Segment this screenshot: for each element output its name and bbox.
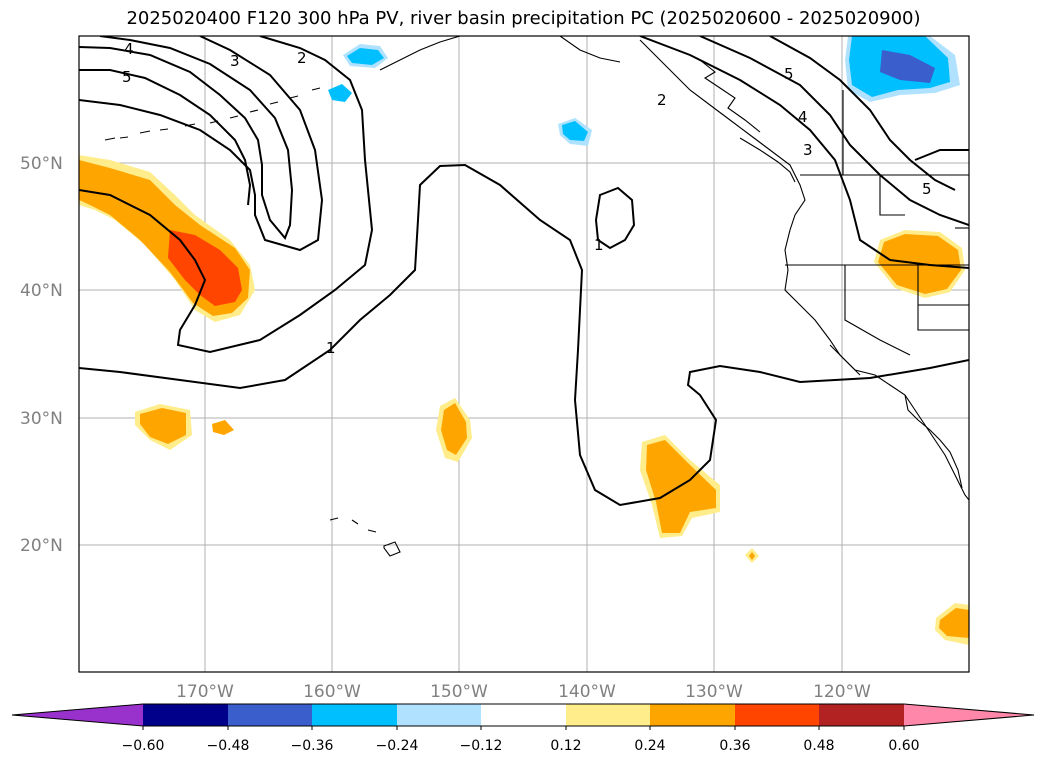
colorbar-tick-label: −0.24	[376, 738, 419, 754]
precip-aleutian-neg	[328, 84, 352, 102]
precip-alaska-neg-mid	[347, 48, 384, 65]
latitude-labels: 50°N 40°N 30°N 20°N	[20, 154, 63, 556]
colorbar-tick-label: −0.12	[460, 738, 503, 754]
colorbar-segments	[11, 703, 1035, 730]
colorbar-segment	[228, 704, 312, 726]
contour-label: 2	[657, 91, 667, 109]
colorbar-segment	[566, 704, 650, 726]
contour-label: 5	[784, 65, 794, 83]
contour-label: 1	[326, 339, 336, 357]
lon-label: 160°W	[303, 682, 361, 702]
precip-150w-patch-orange	[441, 403, 467, 455]
contour-label: 5	[122, 68, 132, 86]
precip-30n-small	[212, 420, 234, 435]
contour-label: 4	[124, 40, 134, 58]
colorbar-ticks: −0.60 −0.48 −0.36 −0.24 −0.12 0.12 0.24 …	[122, 738, 920, 754]
map-background	[79, 36, 969, 672]
colorbar-tick-label: −0.48	[207, 738, 250, 754]
lat-label: 30°N	[20, 409, 63, 429]
contour-label: 2	[297, 49, 307, 67]
colorbar: −0.60 −0.48 −0.36 −0.24 −0.12 0.12 0.24 …	[11, 703, 1035, 754]
pv-contours	[79, 36, 969, 507]
colorbar-tick-label: −0.36	[291, 738, 334, 754]
map-frame	[78, 35, 970, 673]
lon-label: 140°W	[558, 682, 616, 702]
lat-label: 20°N	[20, 536, 63, 556]
precip-canada-neg-strong	[880, 50, 935, 83]
colorbar-tick-label: 0.12	[550, 738, 581, 754]
colorbar-segment	[312, 704, 397, 726]
colorbar-extend-max	[904, 704, 1034, 726]
colorbar-segment	[397, 704, 481, 726]
colorbar-tick-label: 0.60	[888, 738, 919, 754]
contour-label: 4	[798, 108, 808, 126]
precip-tiny-dot-orange	[749, 552, 755, 560]
pv-contour-labels: 4 5 3 2 1 1 2 5 4 3 5	[122, 40, 932, 357]
precip-gulf-neg-mid	[562, 121, 588, 141]
longitude-labels: 170°W 160°W 150°W 140°W 130°W 120°W	[176, 682, 871, 702]
colorbar-segment	[819, 704, 904, 726]
colorbar-segment	[650, 704, 735, 726]
lat-label: 50°N	[20, 154, 63, 174]
lon-label: 120°W	[813, 682, 871, 702]
colorbar-segment	[735, 704, 819, 726]
colorbar-tick-label: −0.60	[122, 738, 165, 754]
contour-label: 1	[594, 236, 604, 254]
contour-label: 3	[230, 52, 240, 70]
colorbar-segment	[143, 704, 228, 726]
map-title: 2025020400 F120 300 hPa PV, river basin …	[126, 8, 921, 29]
lon-label: 130°W	[685, 682, 743, 702]
lat-label: 40°N	[20, 281, 63, 301]
colorbar-tick-label: 0.24	[634, 738, 665, 754]
colorbar-tick-label: 0.48	[803, 738, 834, 754]
lon-label: 170°W	[176, 682, 234, 702]
colorbar-tick-label: 0.36	[719, 738, 750, 754]
contour-label: 3	[803, 141, 813, 159]
lon-label: 150°W	[430, 682, 488, 702]
gridlines	[79, 36, 969, 672]
colorbar-extend-min	[12, 704, 143, 726]
colorbar-segment	[481, 704, 566, 726]
contour-label: 5	[922, 180, 932, 198]
precip-30n-patch-orange	[140, 408, 186, 444]
precip-br-patch-orange	[939, 608, 969, 638]
